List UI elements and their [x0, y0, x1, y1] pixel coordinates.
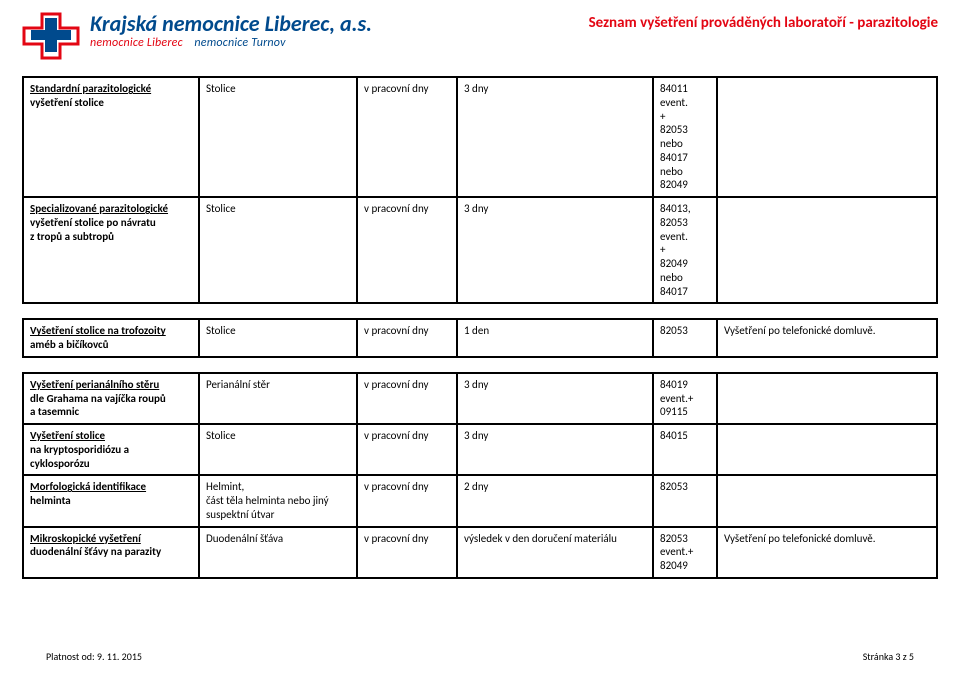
- exam-material: Stolice: [199, 197, 357, 303]
- footer: Platnost od: 9. 11. 2015 Stránka 3 z 5: [46, 650, 914, 663]
- exam-code: 82053event.+82049: [653, 527, 717, 578]
- exam-name: Vyšetření stolicena kryptosporidiózu acy…: [23, 424, 199, 475]
- exam-name: Mikroskopické vyšetřeníduodenální šťávy …: [23, 527, 199, 578]
- logo-block: Krajská nemocnice Liberec, a.s. nemocnic…: [22, 12, 372, 60]
- exam-when: v pracovní dny: [357, 197, 457, 303]
- exam-code: 82053: [653, 319, 717, 357]
- exam-duration: výsledek v den doručení materiálu: [457, 527, 653, 578]
- exam-when: v pracovní dny: [357, 424, 457, 475]
- table-row: Standardní parazitologickévyšetření stol…: [23, 77, 937, 197]
- exam-table: Vyšetření stolice na trofozoityaméb a bi…: [22, 318, 938, 358]
- exam-name-underlined: Vyšetření perianálního stěru: [30, 378, 159, 391]
- footer-page-number: Stránka 3 z 5: [863, 650, 914, 663]
- exam-material: Stolice: [199, 319, 357, 357]
- exam-note: [717, 475, 937, 526]
- exam-when: v pracovní dny: [357, 373, 457, 424]
- exam-note: [717, 424, 937, 475]
- table-row: Morfologická identifikacehelmintaHelmint…: [23, 475, 937, 526]
- exam-table: Vyšetření perianálního stěrudle Grahama …: [22, 372, 938, 579]
- exam-name-underlined: Vyšetření stolice na trofozoity: [30, 324, 166, 337]
- exam-note: Vyšetření po telefonické domluvě.: [717, 527, 937, 578]
- page: Krajská nemocnice Liberec, a.s. nemocnic…: [0, 0, 960, 579]
- exam-material: Stolice: [199, 77, 357, 197]
- org-subline: nemocnice Liberec nemocnice Turnov: [90, 37, 372, 50]
- exam-material: Stolice: [199, 424, 357, 475]
- org-sub-blue: nemocnice Turnov: [194, 36, 285, 50]
- tables-container: Standardní parazitologickévyšetření stol…: [22, 76, 938, 579]
- exam-duration: 2 dny: [457, 475, 653, 526]
- exam-when: v pracovní dny: [357, 77, 457, 197]
- exam-name: Vyšetření stolice na trofozoityaméb a bi…: [23, 319, 199, 357]
- exam-duration: 3 dny: [457, 77, 653, 197]
- exam-note: [717, 77, 937, 197]
- exam-note: [717, 197, 937, 303]
- exam-name-underlined: Morfologická identifikace: [30, 480, 146, 493]
- exam-code: 82053: [653, 475, 717, 526]
- exam-name: Standardní parazitologickévyšetření stol…: [23, 77, 199, 197]
- exam-code: 84019event.+09115: [653, 373, 717, 424]
- exam-name: Morfologická identifikacehelminta: [23, 475, 199, 526]
- exam-name-underlined: Vyšetření stolice: [30, 429, 105, 442]
- table-row: Vyšetření stolice na trofozoityaméb a bi…: [23, 319, 937, 357]
- exam-note: [717, 373, 937, 424]
- header: Krajská nemocnice Liberec, a.s. nemocnic…: [22, 12, 938, 60]
- exam-when: v pracovní dny: [357, 527, 457, 578]
- exam-code: 84015: [653, 424, 717, 475]
- exam-material: Helmint,část těla helminta nebo jinýsusp…: [199, 475, 357, 526]
- exam-name-underlined: Mikroskopické vyšetření: [30, 532, 141, 545]
- exam-duration: 3 dny: [457, 197, 653, 303]
- org-text: Krajská nemocnice Liberec, a.s. nemocnic…: [90, 12, 372, 50]
- exam-material: Perianální stěr: [199, 373, 357, 424]
- org-name: Krajská nemocnice Liberec, a.s.: [90, 12, 372, 35]
- exam-material: Duodenální šťáva: [199, 527, 357, 578]
- exam-duration: 1 den: [457, 319, 653, 357]
- exam-name-underlined: Specializované parazitologické: [30, 202, 168, 215]
- logo-cross-icon: [22, 12, 80, 60]
- table-row: Vyšetření stolicena kryptosporidiózu acy…: [23, 424, 937, 475]
- document-title: Seznam vyšetření prováděných laboratoří …: [589, 12, 938, 32]
- exam-duration: 3 dny: [457, 424, 653, 475]
- exam-when: v pracovní dny: [357, 475, 457, 526]
- table-row: Specializované parazitologickévyšetření …: [23, 197, 937, 303]
- exam-name: Vyšetření perianálního stěrudle Grahama …: [23, 373, 199, 424]
- exam-name-underlined: Standardní parazitologické: [30, 82, 151, 95]
- exam-table: Standardní parazitologickévyšetření stol…: [22, 76, 938, 304]
- exam-code: 84011event.+82053nebo84017nebo82049: [653, 77, 717, 197]
- exam-code: 84013,82053event.+82049nebo84017: [653, 197, 717, 303]
- table-row: Mikroskopické vyšetřeníduodenální šťávy …: [23, 527, 937, 578]
- exam-note: Vyšetření po telefonické domluvě.: [717, 319, 937, 357]
- exam-when: v pracovní dny: [357, 319, 457, 357]
- table-row: Vyšetření perianálního stěrudle Grahama …: [23, 373, 937, 424]
- exam-name: Specializované parazitologickévyšetření …: [23, 197, 199, 303]
- org-sub-red: nemocnice Liberec: [90, 36, 183, 50]
- exam-duration: 3 dny: [457, 373, 653, 424]
- footer-validity: Platnost od: 9. 11. 2015: [46, 650, 142, 663]
